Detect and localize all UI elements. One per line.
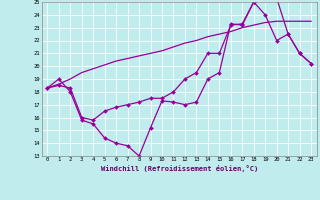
X-axis label: Windchill (Refroidissement éolien,°C): Windchill (Refroidissement éolien,°C) (100, 165, 258, 172)
